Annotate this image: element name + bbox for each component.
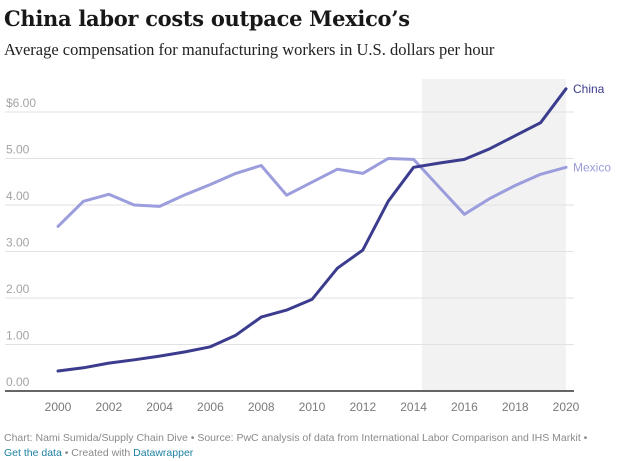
y-axis-ticks: $6.00 5.00 4.00 3.00 2.00 1.00 0.00 [6,96,36,389]
x-tick-label: 2008 [248,400,275,414]
y-tick-label: 0.00 [6,375,30,389]
series-label-mexico: Mexico [573,160,611,174]
series-label-china: China [573,82,605,96]
chart-title: China labor costs outpace Mexico’s [4,6,410,31]
shaded-region [421,79,566,391]
chart-footer: Chart: Nami Sumida/Supply Chain Dive • S… [4,431,587,461]
x-tick-label: 2006 [197,400,224,414]
series-lines [56,87,568,373]
gridlines [5,111,574,392]
footer-links: Get the data • Created with Datawrapper [4,446,587,461]
series-labels: Mexico China [573,82,611,175]
y-tick-label: 1.00 [6,329,30,343]
x-axis-ticks: 2000 2002 2004 2006 2008 2010 2012 2014 2016 2018… [45,400,580,414]
y-tick-label: $6.00 [6,96,36,110]
y-tick-label: 4.00 [6,189,30,203]
y-tick-label: 5.00 [6,143,30,157]
footer-credit: Chart: Nami Sumida/Supply Chain Dive • S… [4,432,588,444]
datawrapper-link[interactable]: Datawrapper [133,447,194,459]
series-line-china [56,87,568,373]
shaded-region-layer [421,79,566,391]
x-tick-label: 2012 [349,400,376,414]
chart-subtitle: Average compensation for manufacturing w… [4,40,495,59]
x-tick-label: 2016 [451,400,478,414]
x-tick-label: 2000 [45,400,72,414]
x-tick-label: 2018 [502,400,529,414]
get-the-data-link[interactable]: Get the data [4,447,62,459]
x-tick-label: 2004 [146,400,173,414]
series-line-mexico [56,157,568,228]
x-tick-label: 2020 [553,400,580,414]
y-tick-label: 2.00 [6,282,30,296]
x-tick-label: 2010 [299,400,326,414]
footer-separator: • Created with [61,447,134,459]
x-tick-label: 2002 [95,400,122,414]
x-tick-label: 2014 [400,400,427,414]
y-tick-label: 3.00 [6,236,30,250]
